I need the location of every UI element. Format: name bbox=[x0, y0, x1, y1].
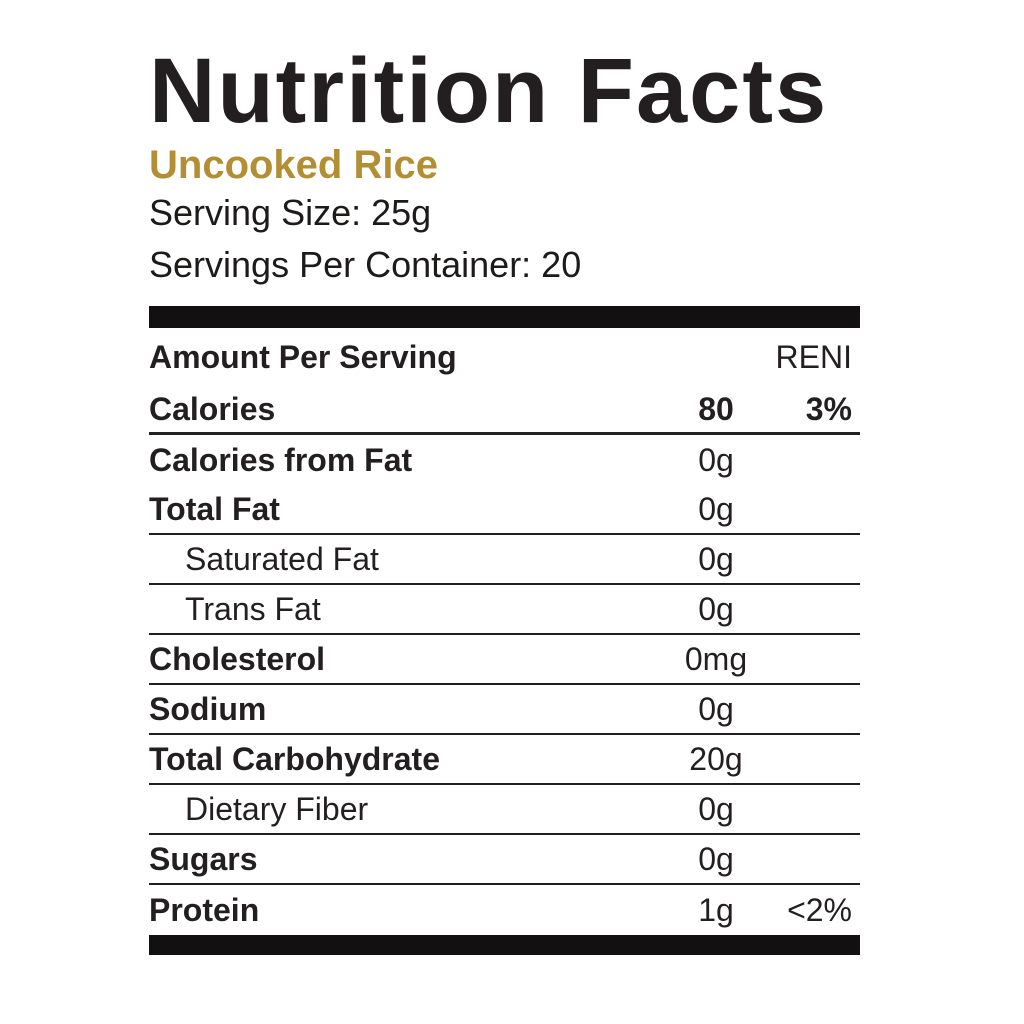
nutrient-amount: 0g bbox=[698, 490, 734, 527]
bottom-divider-bar bbox=[149, 935, 860, 955]
nutrient-label: Protein bbox=[149, 891, 260, 928]
nutrient-amount: 1g bbox=[698, 891, 734, 928]
nutrition-label: Nutrition Facts Uncooked Rice Serving Si… bbox=[149, 0, 860, 955]
nutrient-label: Cholesterol bbox=[149, 640, 326, 677]
product-name: Uncooked Rice bbox=[149, 143, 438, 187]
nutrient-label: Calories from Fat bbox=[149, 441, 413, 478]
nutrient-reni-percent: <2% bbox=[787, 891, 852, 928]
nutrient-amount: 20g bbox=[689, 740, 743, 777]
table-row: Saturated Fat 0g bbox=[149, 535, 860, 585]
nutrient-amount: 0mg bbox=[684, 640, 748, 677]
serving-size-text: Serving Size: 25g bbox=[149, 192, 432, 233]
table-row: Sodium 0g bbox=[149, 685, 860, 735]
nutrient-amount: 0g bbox=[698, 590, 734, 627]
nutrient-amount: 0g bbox=[698, 441, 734, 478]
table-row: Dietary Fiber 0g bbox=[149, 785, 860, 835]
amount-per-serving-header: Amount Per Serving bbox=[149, 338, 457, 375]
nutrient-amount: 0g bbox=[698, 540, 734, 577]
table-rows: Calories 80 3% Calories from Fat 0g Total Fat… bbox=[149, 386, 860, 935]
nutrient-label: Sugars bbox=[149, 840, 258, 877]
nutrient-amount: 0g bbox=[698, 790, 734, 827]
table-row: Cholesterol 0mg bbox=[149, 635, 860, 685]
table-row: Calories 80 3% bbox=[149, 386, 860, 435]
table-row: Calories from Fat 0g bbox=[149, 435, 860, 485]
nutrient-amount: 0g bbox=[698, 840, 734, 877]
reni-column-header: RENI bbox=[775, 338, 852, 375]
top-divider-bar bbox=[149, 306, 860, 328]
nutrient-label: Trans Fat bbox=[185, 590, 321, 627]
nutrient-label: Dietary Fiber bbox=[185, 790, 369, 827]
nutrient-label: Total Fat bbox=[149, 490, 280, 527]
table-row: Total Carbohydrate 20g bbox=[149, 735, 860, 785]
nutrient-amount: 80 bbox=[698, 390, 734, 427]
nutrient-label: Calories bbox=[149, 390, 276, 427]
nutrient-amount: 0g bbox=[698, 690, 734, 727]
table-header-row: Amount Per Serving RENI bbox=[149, 328, 860, 386]
nutrient-label: Sodium bbox=[149, 690, 267, 727]
nutrient-label: Saturated Fat bbox=[185, 540, 379, 577]
table-row: Sugars 0g bbox=[149, 835, 860, 885]
table-row: Protein 1g <2% bbox=[149, 885, 860, 935]
nutrient-reni-percent: 3% bbox=[805, 390, 852, 427]
servings-per-container-text: Servings Per Container: 20 bbox=[149, 244, 582, 285]
page-title: Nutrition Facts bbox=[149, 40, 829, 142]
nutrient-label: Total Carbohydrate bbox=[149, 740, 440, 777]
table-row: Total Fat 0g bbox=[149, 485, 860, 535]
table-row: Trans Fat 0g bbox=[149, 585, 860, 635]
nutrition-table: Amount Per Serving RENI Calories 80 3% Calo… bbox=[149, 328, 860, 935]
